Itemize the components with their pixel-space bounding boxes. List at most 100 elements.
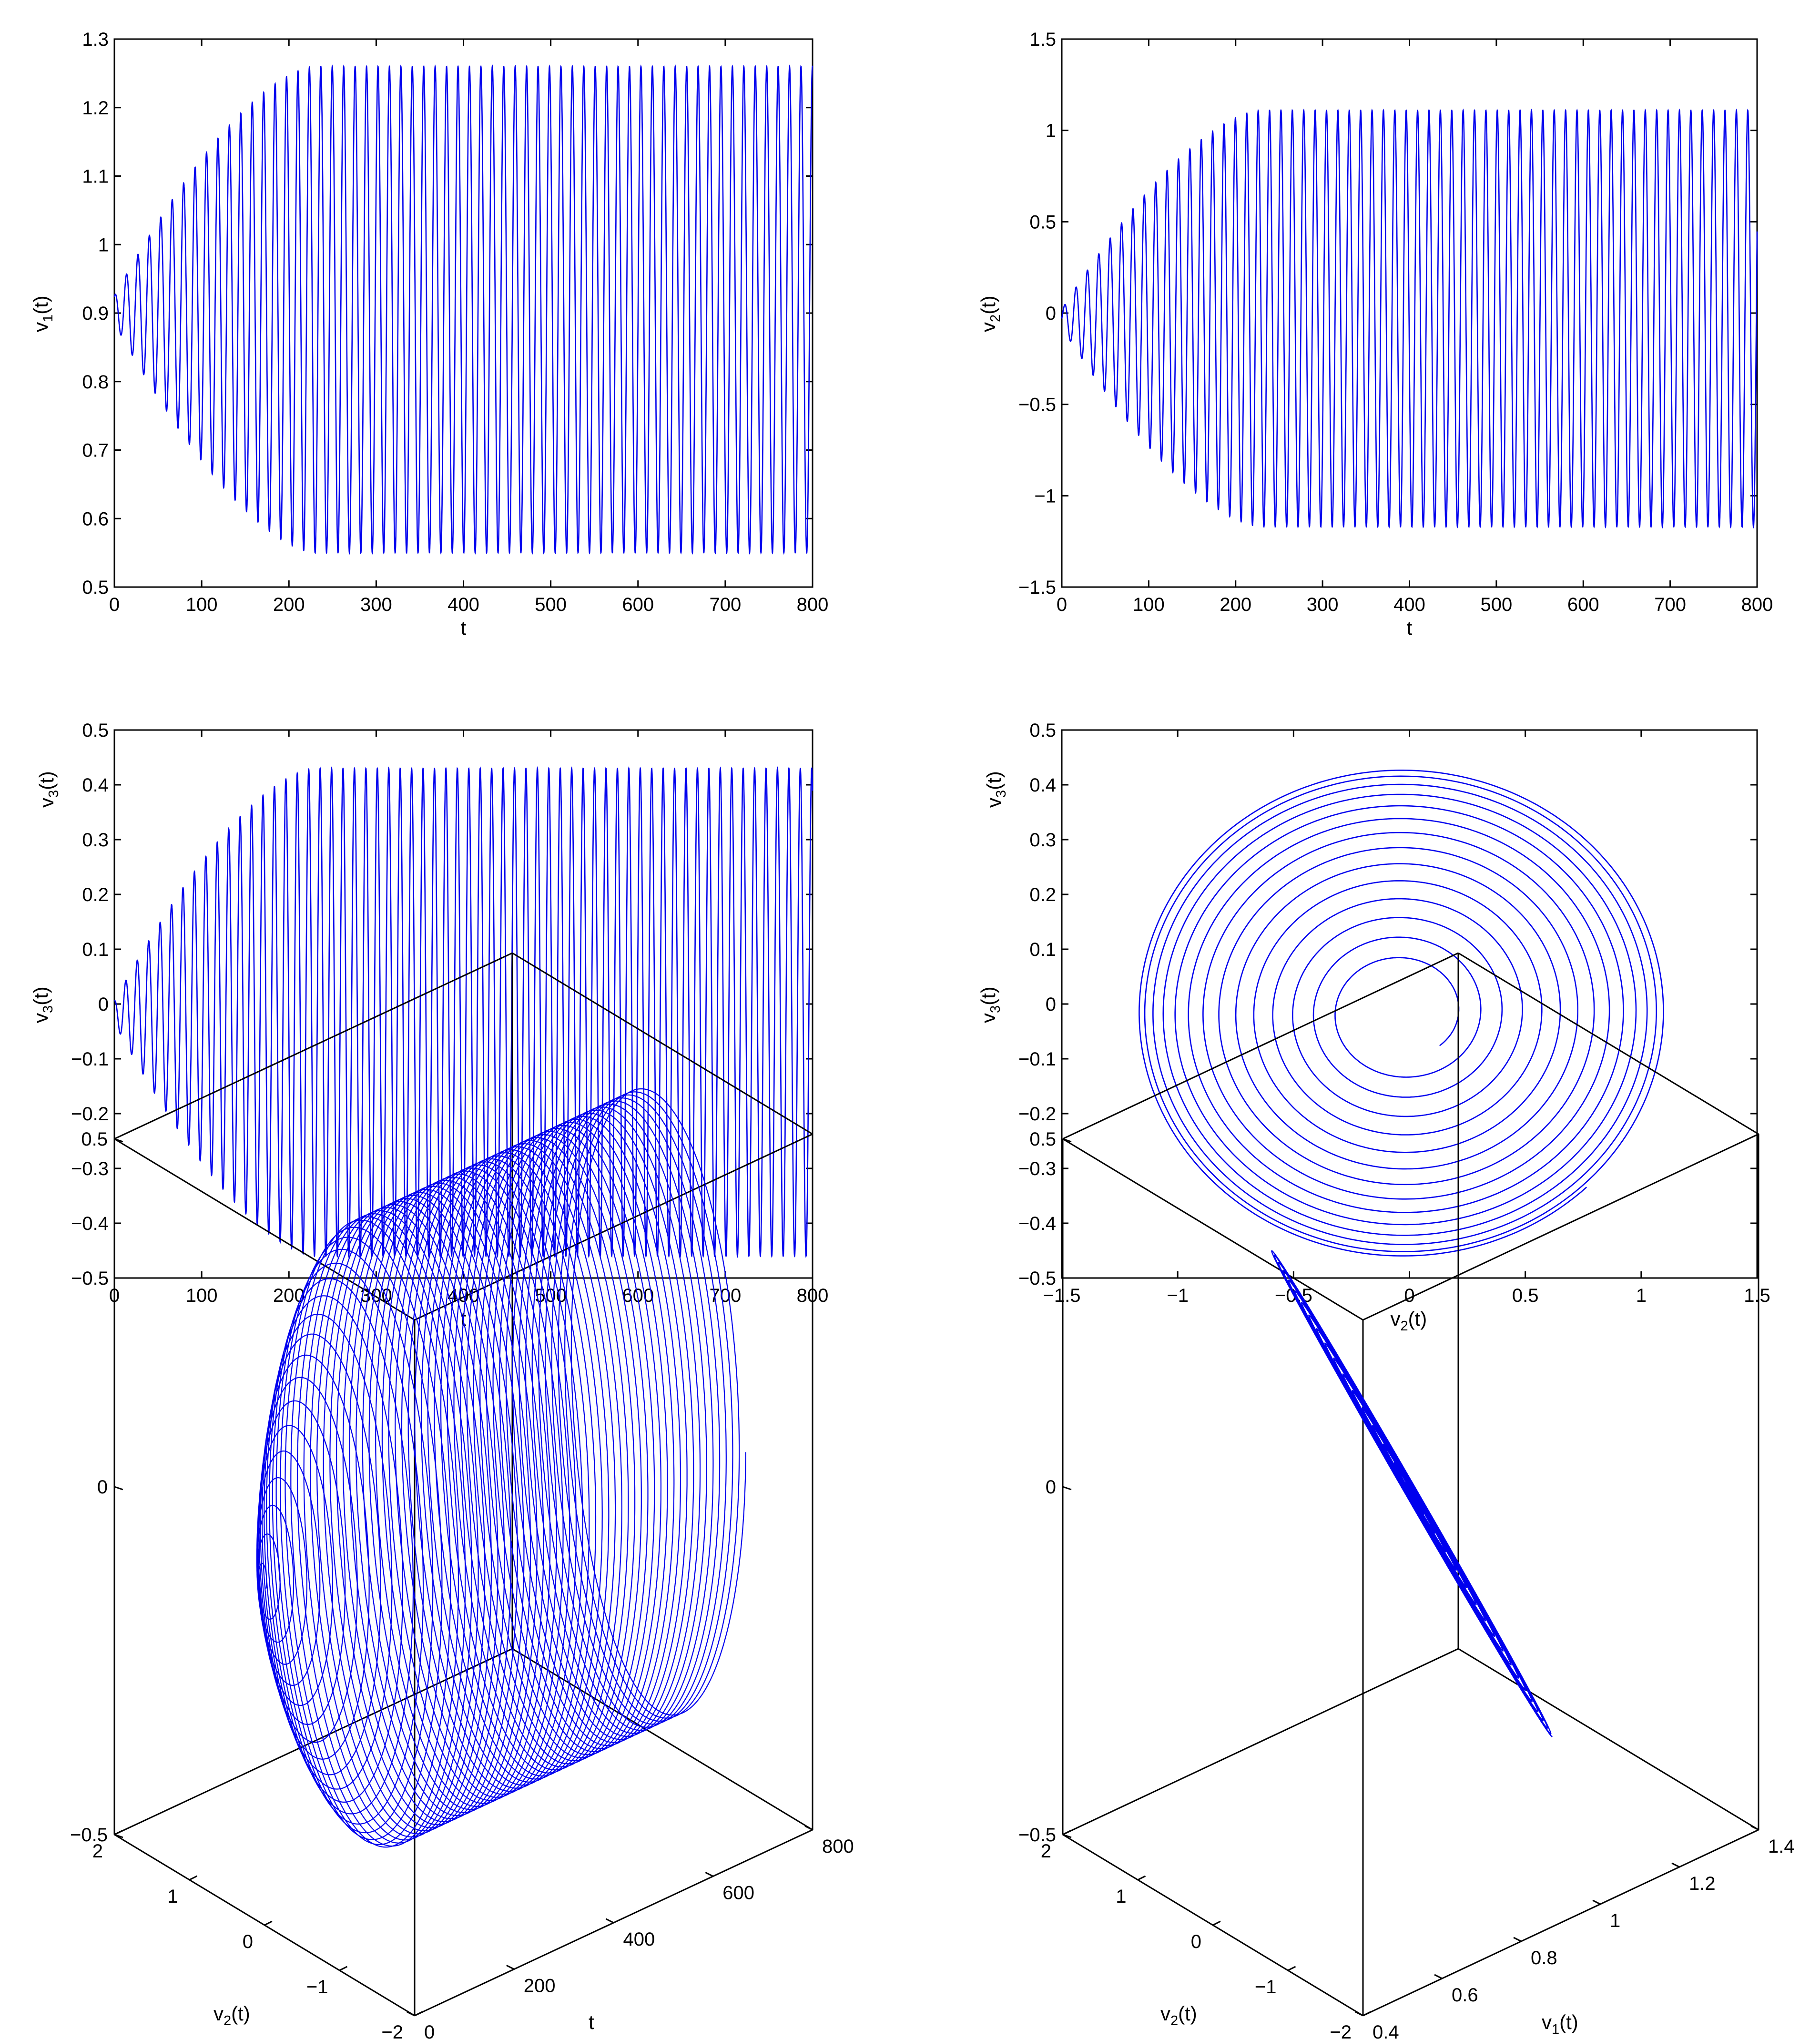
z-tick bbox=[1062, 1486, 1072, 1491]
x-tick bbox=[605, 1918, 614, 1924]
x-tick-label: 1.4 bbox=[1768, 1836, 1795, 1857]
y-tick-label: −0.3 bbox=[1018, 1158, 1056, 1179]
x-tick-label: 400 bbox=[447, 594, 479, 615]
box-edge bbox=[1458, 952, 1759, 1135]
x-tick-label: 200 bbox=[273, 1285, 305, 1306]
x-tick-label: 300 bbox=[1307, 594, 1339, 615]
y-tick-label: 1.2 bbox=[82, 98, 109, 119]
box-edge bbox=[114, 952, 513, 1140]
series-line bbox=[1139, 770, 1664, 1257]
y-tick-label: −0.2 bbox=[71, 1104, 109, 1125]
series-line bbox=[1271, 1250, 1553, 1738]
y-tick-label: −0.5 bbox=[1018, 395, 1056, 416]
y-axis-label-base: v bbox=[214, 2002, 224, 2025]
y-tick-label: 0.6 bbox=[82, 508, 109, 529]
y-tick-label: 0.4 bbox=[1029, 775, 1056, 796]
y-tick-label: −0.1 bbox=[71, 1049, 109, 1070]
x-tick-label: 600 bbox=[722, 1883, 754, 1904]
x-tick-label: 1 bbox=[1636, 1285, 1647, 1306]
y-tick bbox=[114, 1830, 122, 1836]
z-axis-label-base: v bbox=[983, 798, 1005, 808]
x-axis-label-sub: 1 bbox=[1552, 2022, 1559, 2037]
z-axis-label: v3(t) bbox=[35, 771, 61, 808]
y-tick-label: −2 bbox=[1330, 2022, 1352, 2039]
z-tick-label: −0.5 bbox=[1018, 1825, 1056, 1846]
y-tick-label: 0.5 bbox=[82, 720, 109, 741]
y-axis-label: v2(t) bbox=[1160, 2002, 1197, 2029]
box-edge bbox=[1362, 1829, 1759, 2017]
box-edge bbox=[1062, 1648, 1459, 1836]
x-axis-label-base: v bbox=[1542, 2011, 1552, 2033]
x-tick-label: 200 bbox=[273, 594, 305, 615]
y-tick-label: −2 bbox=[381, 2022, 403, 2039]
x-tick bbox=[804, 1825, 813, 1831]
x-tick-label: 700 bbox=[1654, 594, 1686, 615]
box-edge bbox=[1458, 1648, 1759, 1831]
y-tick bbox=[1137, 1875, 1146, 1881]
x-tick-label: 0.5 bbox=[1512, 1285, 1539, 1306]
x-tick-label: 600 bbox=[622, 594, 654, 615]
y-tick-label: −0.4 bbox=[71, 1213, 109, 1234]
y-tick-label: −1 bbox=[1034, 486, 1056, 507]
y-tick-label: 0.7 bbox=[82, 440, 109, 461]
y-tick-label: 0.8 bbox=[82, 372, 109, 393]
y-axis-label-sub: 2 bbox=[1170, 2013, 1178, 2029]
y-tick-label: −0.5 bbox=[71, 1268, 109, 1289]
box-edge bbox=[512, 952, 813, 1135]
y-axis-label-sub: 3 bbox=[41, 1005, 56, 1013]
x-tick-label: 500 bbox=[535, 594, 567, 615]
y-tick-label: −0.2 bbox=[1018, 1104, 1056, 1125]
x-tick-label: 400 bbox=[623, 1929, 655, 1950]
z-axis-label: v3(t) bbox=[983, 771, 1009, 808]
y-axis-label-sub: 3 bbox=[988, 1005, 1003, 1013]
y-tick-label: 0 bbox=[1046, 994, 1056, 1015]
x-tick-label: 800 bbox=[797, 594, 829, 615]
y-tick-label: 0 bbox=[1191, 1931, 1201, 1952]
y-tick bbox=[1287, 1966, 1296, 1971]
y-axis-label-tail: (t) bbox=[1178, 2002, 1197, 2025]
x-tick-label: 0 bbox=[109, 594, 120, 615]
y-tick-label: 0.5 bbox=[82, 577, 109, 598]
x-tick-label: 1 bbox=[1610, 1910, 1620, 1931]
y-tick-label: 0 bbox=[98, 994, 109, 1015]
x-tick-label: −1 bbox=[1167, 1285, 1189, 1306]
x-axis-label: t bbox=[461, 617, 467, 639]
x-tick-label: 200 bbox=[1220, 594, 1251, 615]
box-edge bbox=[512, 1648, 813, 1831]
y-axis-label: v3(t) bbox=[30, 986, 56, 1023]
y-axis-label-tail: (t) bbox=[977, 986, 999, 1005]
y-axis-label-tail: (t) bbox=[977, 295, 999, 314]
y-tick bbox=[414, 2011, 423, 2017]
y-tick-label: 0.3 bbox=[82, 830, 109, 851]
y-axis-label: v1(t) bbox=[30, 295, 56, 332]
y-tick-label: 1 bbox=[1116, 1886, 1126, 1907]
plot-v2-vs-t: 0 100 200 300 400 500 600 700 800 −1.5 −1 −0.5 0 0.5 1… bbox=[977, 29, 1773, 639]
y-tick bbox=[1062, 1830, 1071, 1836]
y-axis-label-base: v bbox=[30, 322, 52, 332]
box-edge bbox=[1062, 1138, 1363, 1321]
x-tick-label: 0.8 bbox=[1531, 1948, 1557, 1968]
z-tick-label: −0.5 bbox=[70, 1825, 108, 1846]
y-tick-label: 1 bbox=[1046, 121, 1056, 142]
x-tick bbox=[407, 2011, 415, 2017]
x-tick bbox=[1434, 1974, 1443, 1979]
box-edge bbox=[1062, 952, 1459, 1140]
series-line bbox=[113, 766, 813, 1258]
x-tick-label: 800 bbox=[822, 1836, 854, 1857]
y-axis-label-tail: (t) bbox=[30, 295, 52, 314]
z-tick bbox=[114, 1834, 123, 1838]
x-tick-label: 0 bbox=[1057, 594, 1067, 615]
y-axis-label-base: v bbox=[1160, 2002, 1170, 2025]
y-axis-label-sub: 2 bbox=[224, 2013, 231, 2029]
box-edge bbox=[114, 1138, 415, 1321]
series-line bbox=[113, 64, 813, 555]
y-tick-label: 0 bbox=[1046, 303, 1056, 324]
z-axis-label-sub: 3 bbox=[994, 790, 1009, 798]
z-tick bbox=[114, 1486, 123, 1491]
y-tick-label: −0.4 bbox=[1018, 1213, 1056, 1234]
x-axis-label: t bbox=[1407, 617, 1413, 639]
x-tick-label: 600 bbox=[622, 1285, 654, 1306]
y-tick bbox=[264, 1920, 273, 1926]
y-tick-label: 0 bbox=[243, 1931, 253, 1952]
y-tick bbox=[339, 1966, 348, 1971]
